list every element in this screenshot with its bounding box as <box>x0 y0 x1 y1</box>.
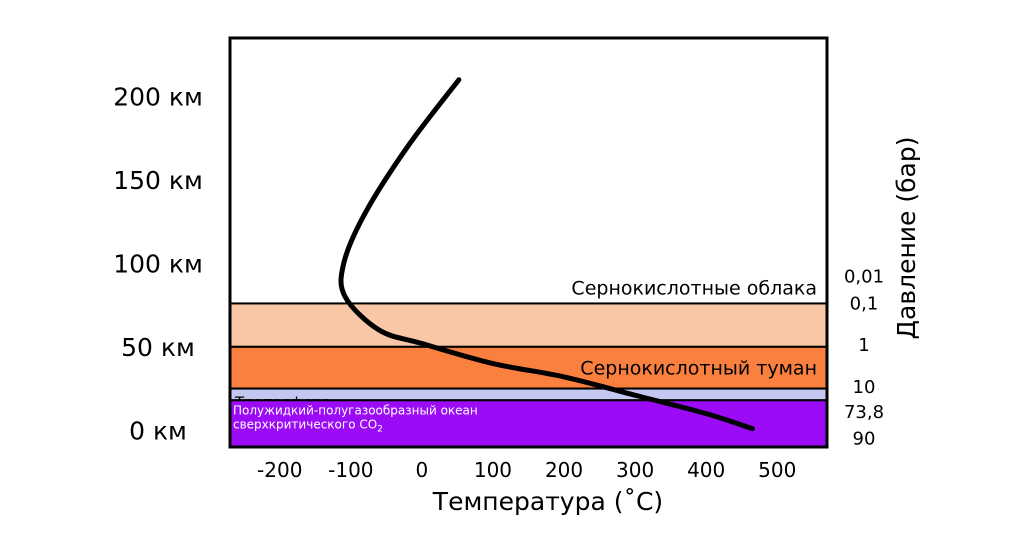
altitude-tick-label: 100 км <box>113 249 203 278</box>
altitude-tick-labels: 200 км 150 км 100 км 50 км 0 км <box>113 82 203 445</box>
temperature-tick-label: 100 <box>474 458 512 482</box>
layer-band <box>229 302 828 348</box>
subscript: 2 <box>377 424 383 434</box>
temperature-curve-group <box>338 77 755 432</box>
layer-label: Полужидкий-полугазообразный океан <box>233 403 478 417</box>
temperature-curve <box>338 77 755 432</box>
altitude-tick-label: 150 км <box>113 166 203 195</box>
altitude-tick-label: 0 км <box>129 416 187 445</box>
temperature-tick-label: 400 <box>687 458 725 482</box>
temperature-tick-label: -200 <box>257 458 302 482</box>
x-axis-title: Температура (˚C) <box>432 487 663 516</box>
pressure-tick-label: 1 <box>858 335 869 356</box>
layer-band <box>229 399 828 448</box>
pressure-tick-label: 73,8 <box>844 402 884 423</box>
layer-label: сверхкритического CO2 <box>233 417 383 434</box>
pressure-tick-label: 0,1 <box>850 293 879 314</box>
temperature-tick-labels: -200 -100 0 100 200 300 400 500 <box>257 458 796 482</box>
pressure-tick-labels: 0,01 0,1 1 10 73,8 90 <box>844 267 884 450</box>
plot-frame <box>228 36 829 449</box>
pressure-tick-label: 90 <box>853 429 876 450</box>
pressure-axis-title: Давление (бар) <box>892 137 921 340</box>
temperature-tick-label: -100 <box>328 458 373 482</box>
temperature-tick-label: 500 <box>758 458 796 482</box>
temperature-tick-label: 0 <box>416 458 429 482</box>
altitude-tick-label: 50 км <box>121 333 195 362</box>
temperature-tick-label: 200 <box>545 458 583 482</box>
pressure-tick-label: 0,01 <box>844 267 884 288</box>
layer-label: Сернокислотные облака <box>571 277 817 299</box>
layer-label: Сернокислотный туман <box>580 358 817 380</box>
temperature-tick-label: 300 <box>616 458 654 482</box>
altitude-tick-label: 200 км <box>113 82 203 111</box>
pressure-tick-label: 10 <box>853 377 876 398</box>
